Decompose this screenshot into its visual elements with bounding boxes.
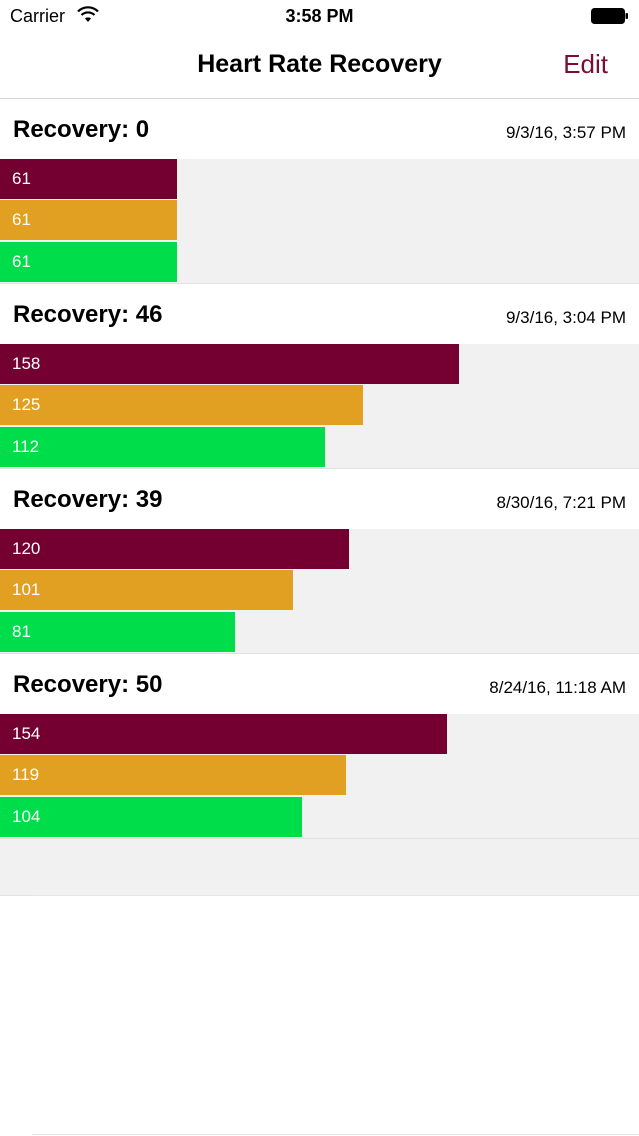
wifi-icon [77, 6, 99, 22]
recovery-heart-rate-bar: 61 [0, 242, 177, 282]
row-separator [32, 895, 639, 896]
record-header: Recovery: 46 9/3/16, 3:04 PM [0, 284, 639, 344]
record-header: Recovery: 39 8/30/16, 7:21 PM [0, 469, 639, 529]
status-bar: Carrier 3:58 PM [0, 0, 639, 34]
recovery-value: Recovery: 46 [13, 301, 163, 328]
carrier-label: Carrier [10, 6, 66, 26]
recovery-record[interactable]: Recovery: 50 8/24/16, 11:18 AM 154 119 1… [0, 654, 639, 839]
peak-heart-rate-bar: 61 [0, 159, 177, 199]
heart-rate-bars: 154 119 104 [0, 714, 639, 838]
record-date: 8/30/16, 7:21 PM [496, 493, 626, 512]
recovery-record[interactable]: Recovery: 46 9/3/16, 3:04 PM 158 125 112 [0, 284, 639, 469]
peak-heart-rate-bar: 158 [0, 344, 459, 384]
mid-heart-rate-bar: 125 [0, 385, 363, 425]
recovery-value: Recovery: 0 [13, 116, 150, 143]
navigation-bar: Heart Rate Recovery Edit [0, 34, 639, 99]
record-header: Recovery: 0 9/3/16, 3:57 PM [0, 99, 639, 159]
empty-row [0, 839, 639, 896]
edit-button[interactable]: Edit [563, 49, 608, 79]
recovery-heart-rate-bar: 112 [0, 427, 325, 467]
mid-heart-rate-bar: 61 [0, 200, 177, 240]
row-separator [32, 1134, 639, 1135]
heart-rate-bars: 158 125 112 [0, 344, 639, 468]
record-date: 8/24/16, 11:18 AM [489, 678, 626, 697]
recovery-heart-rate-bar: 81 [0, 612, 235, 652]
heart-rate-bars: 61 61 61 [0, 159, 639, 283]
heart-rate-bars: 120 101 81 [0, 529, 639, 653]
battery-icon [591, 8, 628, 24]
recovery-record[interactable]: Recovery: 0 9/3/16, 3:57 PM 61 61 61 [0, 99, 639, 284]
mid-heart-rate-bar: 119 [0, 755, 346, 795]
recovery-heart-rate-bar: 104 [0, 797, 302, 837]
peak-heart-rate-bar: 154 [0, 714, 447, 754]
peak-heart-rate-bar: 120 [0, 529, 349, 569]
recovery-value: Recovery: 39 [13, 486, 163, 513]
record-date: 9/3/16, 3:57 PM [505, 123, 626, 142]
recovery-list: Recovery: 0 9/3/16, 3:57 PM 61 61 61 Rec… [0, 99, 639, 839]
recovery-record[interactable]: Recovery: 39 8/30/16, 7:21 PM 120 101 81 [0, 469, 639, 654]
recovery-value: Recovery: 50 [13, 671, 163, 698]
record-header: Recovery: 50 8/24/16, 11:18 AM [0, 654, 639, 714]
record-date: 9/3/16, 3:04 PM [505, 308, 626, 327]
mid-heart-rate-bar: 101 [0, 570, 293, 610]
status-time: 3:58 PM [285, 6, 354, 26]
page-title: Heart Rate Recovery [197, 50, 442, 78]
